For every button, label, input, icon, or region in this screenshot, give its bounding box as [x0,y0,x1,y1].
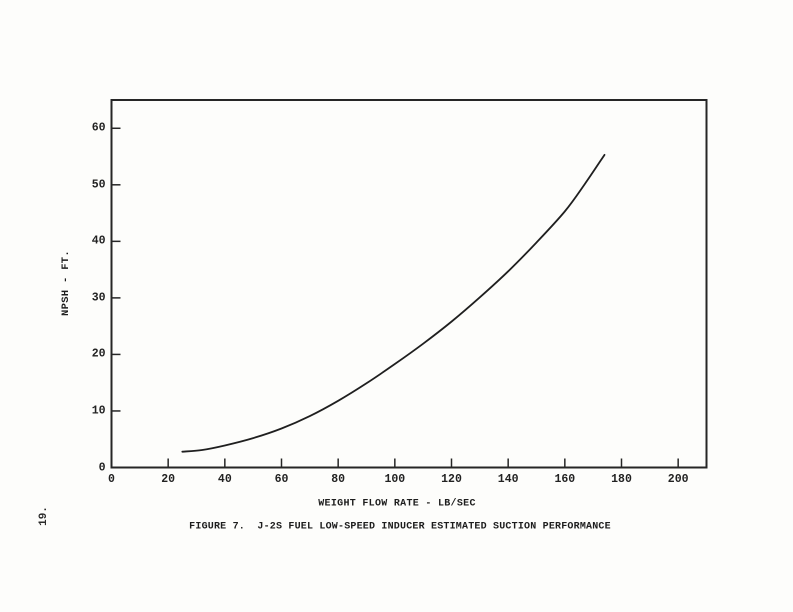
page-number: 19. [38,506,50,526]
y-tick-label: 30 [91,291,106,305]
figure-caption: FIGURE 7. J-2S FUEL LOW-SPEED INDUCER ES… [189,521,611,533]
x-tick-label: 40 [217,472,232,486]
y-tick-label: 60 [91,121,106,135]
y-axis-title: NPSH - FT. [60,249,72,317]
x-tick-label: 60 [274,472,289,486]
x-tick-label: 200 [667,472,689,486]
x-tick-label: 0 [108,472,115,486]
x-tick-label: 160 [554,472,576,486]
x-tick-label: 20 [161,472,176,486]
performance-curve [181,153,606,453]
y-tick-label: 0 [98,461,106,474]
x-tick-label: 180 [611,472,632,486]
x-tick-label: 120 [441,472,462,486]
y-tick-label: 20 [91,347,106,361]
x-axis-title: WEIGHT FLOW RATE - LB/SEC [318,498,476,510]
plot-border [110,99,708,469]
y-tick-label: 10 [91,404,106,418]
y-tick-label: 40 [91,234,106,248]
x-tick-label: 100 [384,472,406,486]
y-tick-label: 50 [91,178,106,192]
x-tick-label: 140 [497,472,519,486]
x-tick-label: 80 [331,472,346,486]
